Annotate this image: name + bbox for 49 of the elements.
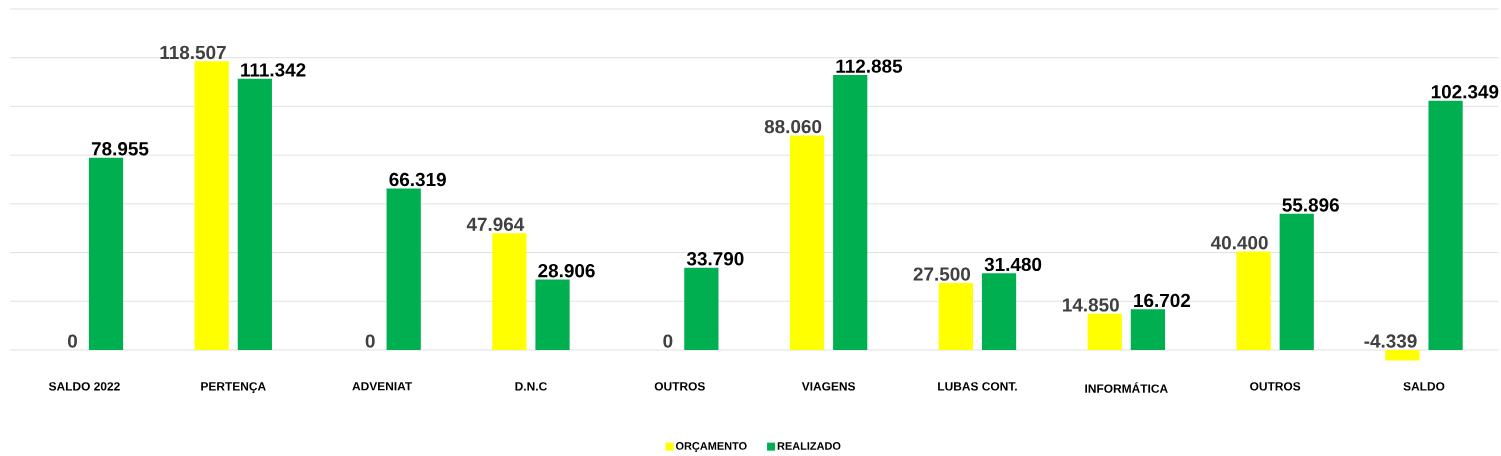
bar xyxy=(1236,251,1271,351)
data-label: 33.790 xyxy=(686,252,744,266)
data-label: 27.500 xyxy=(913,267,971,282)
bar xyxy=(833,75,868,351)
bar xyxy=(1279,214,1314,351)
x-tick-label: ADVENIAT xyxy=(352,382,413,391)
bar xyxy=(789,135,825,351)
bar xyxy=(981,273,1017,351)
bar xyxy=(194,61,229,351)
bar xyxy=(386,188,421,351)
x-tick-label: D.N.C xyxy=(515,382,547,391)
data-label: 111.342 xyxy=(241,63,306,77)
data-label: 0 xyxy=(67,334,77,349)
bar xyxy=(535,279,570,351)
data-label: -4.339 xyxy=(1364,334,1417,349)
bar xyxy=(684,267,719,351)
data-label: 40.400 xyxy=(1210,236,1268,250)
bar xyxy=(88,157,124,351)
data-label: 78.955 xyxy=(91,142,149,156)
data-label: 118.507 xyxy=(160,45,226,60)
x-tick-label: SALDO xyxy=(1403,382,1445,391)
bar xyxy=(1130,309,1166,351)
legend-label: ORÇAMENTO xyxy=(675,442,747,453)
bar xyxy=(1087,314,1122,351)
data-label: 88.060 xyxy=(764,120,822,134)
bar xyxy=(1428,100,1463,351)
bar xyxy=(237,79,272,351)
x-tick-label: SALDO 2022 xyxy=(48,382,120,391)
x-tick-label: INFORMÁTICA xyxy=(1085,382,1168,394)
data-label: 0 xyxy=(365,334,375,349)
x-tick-label: OUTROS xyxy=(1250,382,1301,391)
data-label: 28.906 xyxy=(538,264,595,278)
legend-label: REALIZADO xyxy=(777,442,841,451)
data-label: 102.349 xyxy=(1431,85,1499,99)
data-label: 47.964 xyxy=(466,217,525,232)
data-label: 16.702 xyxy=(1134,293,1191,308)
data-label: 55.896 xyxy=(1282,198,1339,212)
data-label: 0 xyxy=(663,334,673,349)
x-tick-label: OUTROS xyxy=(654,382,705,391)
x-tick-label: LUBAS CONT. xyxy=(938,382,1017,391)
bar xyxy=(1385,350,1420,361)
data-label: 66.319 xyxy=(389,173,446,187)
x-tick-label: VIAGENS xyxy=(801,382,856,391)
data-label: 31.480 xyxy=(984,257,1042,272)
data-label: 112.885 xyxy=(836,59,903,74)
x-tick-label: PERTENÇA xyxy=(201,382,266,394)
bar xyxy=(938,283,974,351)
bar xyxy=(492,233,527,351)
data-label: 14.850 xyxy=(1063,298,1119,312)
